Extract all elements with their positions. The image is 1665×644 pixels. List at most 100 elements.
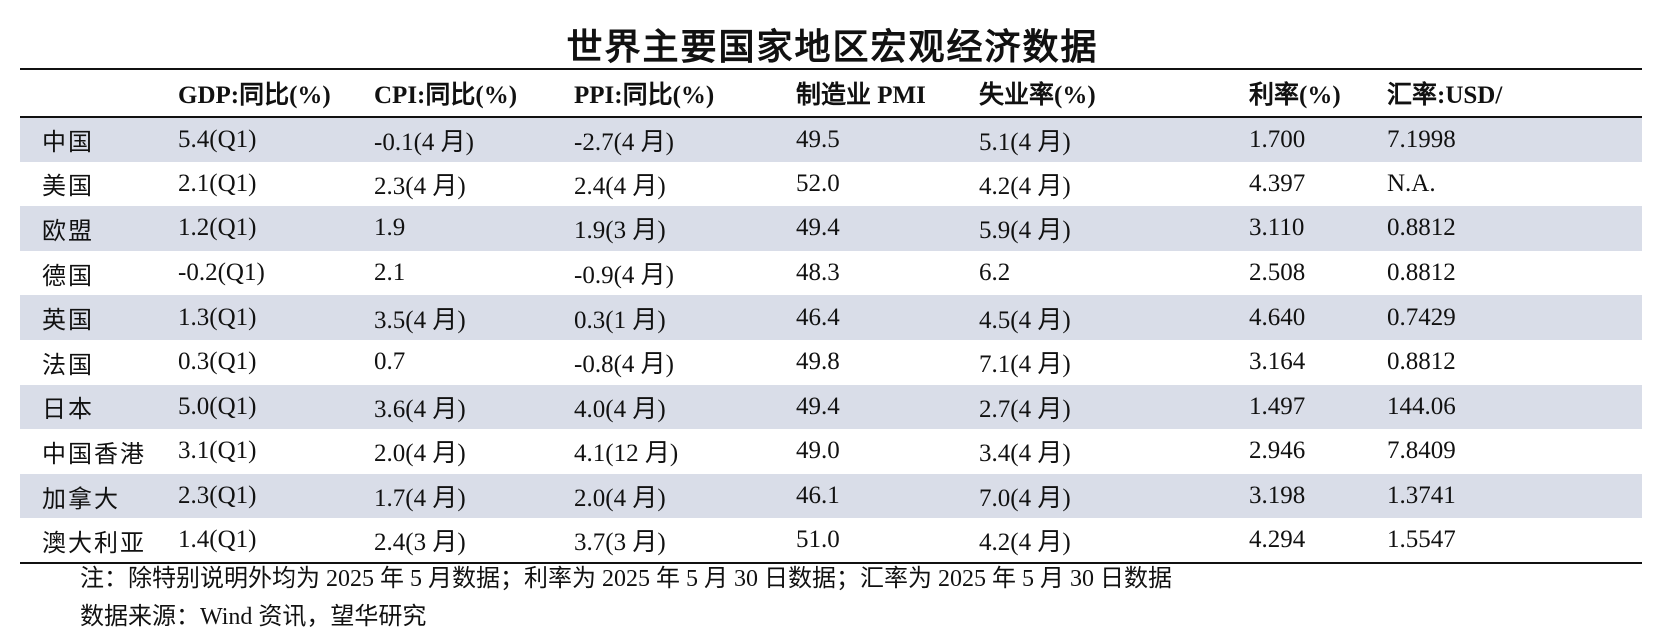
- header-cpi: CPI:同比(%): [374, 82, 518, 109]
- country-cell: 英国: [42, 306, 94, 335]
- exchange-rate-cell: 1.5547: [1387, 526, 1456, 554]
- ppi-cell: 4.1(12 月): [574, 440, 679, 468]
- unemployment-cell: 7.1(4 月): [979, 351, 1071, 379]
- header-unemployment: 失业率(%): [979, 82, 1096, 109]
- ppi-cell: -2.7(4 月): [574, 128, 674, 156]
- macro-data-table: GDP:同比(%) CPI:同比(%) PPI:同比(%) 制造业 PMI 失业…: [20, 68, 1642, 564]
- pmi-cell: 49.0: [796, 437, 840, 465]
- table-row: 加拿大 2.3(Q1) 1.7(4 月) 2.0(4 月) 46.1 7.0(4…: [20, 473, 1642, 519]
- pmi-cell: 48.3: [796, 259, 840, 287]
- header-ppi: PPI:同比(%): [574, 82, 715, 109]
- unemployment-cell: 3.4(4 月): [979, 440, 1071, 468]
- header-interest-rate: 利率(%): [1249, 82, 1341, 109]
- pmi-cell: 52.0: [796, 169, 840, 197]
- pmi-cell: 49.5: [796, 125, 840, 153]
- pmi-cell: 46.1: [796, 482, 840, 510]
- cpi-cell: 2.4(3 月): [374, 529, 466, 557]
- cpi-cell: 3.6(4 月): [374, 395, 466, 423]
- interest-rate-cell: 3.164: [1249, 348, 1306, 376]
- interest-rate-cell: 1.700: [1249, 125, 1306, 153]
- interest-rate-cell: 4.397: [1249, 169, 1306, 197]
- interest-rate-cell: 3.110: [1249, 214, 1305, 242]
- table-row: 欧盟 1.2(Q1) 1.9 1.9(3 月) 49.4 5.9(4 月) 3.…: [20, 206, 1642, 251]
- exchange-rate-cell: 144.06: [1387, 392, 1456, 420]
- ppi-cell: 3.7(3 月): [574, 529, 666, 557]
- table-row: 法国 0.3(Q1) 0.7 -0.8(4 月) 49.8 7.1(4 月) 3…: [20, 340, 1642, 385]
- header-gdp: GDP:同比(%): [178, 82, 331, 109]
- exchange-rate-cell: 0.8812: [1387, 214, 1456, 242]
- table-header-row: GDP:同比(%) CPI:同比(%) PPI:同比(%) 制造业 PMI 失业…: [20, 69, 1642, 117]
- country-cell: 德国: [42, 261, 94, 290]
- exchange-rate-cell: 1.3741: [1387, 482, 1456, 510]
- gdp-cell: 1.2(Q1): [178, 214, 257, 242]
- gdp-cell: 5.4(Q1): [178, 125, 257, 153]
- cpi-cell: -0.1(4 月): [374, 128, 474, 156]
- unemployment-cell: 5.1(4 月): [979, 128, 1071, 156]
- pmi-cell: 49.4: [796, 392, 840, 420]
- ppi-cell: 1.9(3 月): [574, 217, 666, 245]
- unemployment-cell: 7.0(4 月): [979, 485, 1071, 513]
- pmi-cell: 49.8: [796, 348, 840, 376]
- interest-rate-cell: 2.508: [1249, 259, 1306, 287]
- exchange-rate-cell: 7.8409: [1387, 437, 1456, 465]
- cpi-cell: 1.7(4 月): [374, 485, 466, 513]
- pmi-cell: 46.4: [796, 303, 840, 331]
- cpi-cell: 0.7: [374, 348, 406, 376]
- gdp-cell: 2.1(Q1): [178, 169, 257, 197]
- unemployment-cell: 2.7(4 月): [979, 395, 1071, 423]
- gdp-cell: 1.4(Q1): [178, 526, 257, 554]
- table-row: 中国 5.4(Q1) -0.1(4 月) -2.7(4 月) 49.5 5.1(…: [20, 117, 1642, 162]
- header-exchange-rate: 汇率:USD/: [1387, 82, 1503, 109]
- table-row: 德国 -0.2(Q1) 2.1 -0.9(4 月) 48.3 6.2 2.508…: [20, 251, 1642, 296]
- macro-data-table-container: GDP:同比(%) CPI:同比(%) PPI:同比(%) 制造业 PMI 失业…: [20, 68, 1642, 564]
- ppi-cell: -0.8(4 月): [574, 351, 674, 379]
- country-cell: 加拿大: [42, 484, 120, 513]
- note-line: 注：除特别说明外均为 2025 年 5 月数据；利率为 2025 年 5 月 3…: [80, 566, 1172, 592]
- ppi-cell: -0.9(4 月): [574, 262, 674, 290]
- table-row: 澳大利亚 1.4(Q1) 2.4(3 月) 3.7(3 月) 51.0 4.2(…: [20, 518, 1642, 563]
- cpi-cell: 2.0(4 月): [374, 440, 466, 468]
- cpi-cell: 2.3(4 月): [374, 172, 466, 200]
- interest-rate-cell: 2.946: [1249, 437, 1306, 465]
- table-row: 英国 1.3(Q1) 3.5(4 月) 0.3(1 月) 46.4 4.5(4 …: [20, 295, 1642, 340]
- interest-rate-cell: 1.497: [1249, 392, 1306, 420]
- ppi-cell: 2.0(4 月): [574, 485, 666, 513]
- interest-rate-cell: 4.294: [1249, 526, 1306, 554]
- cpi-cell: 3.5(4 月): [374, 306, 466, 334]
- source-line: 数据来源：Wind 资讯，望华研究: [80, 604, 427, 630]
- exchange-rate-cell: N.A.: [1387, 169, 1436, 197]
- ppi-cell: 4.0(4 月): [574, 395, 666, 423]
- country-cell: 欧盟: [42, 216, 94, 245]
- country-cell: 日本: [42, 395, 94, 424]
- exchange-rate-cell: 0.8812: [1387, 259, 1456, 287]
- interest-rate-cell: 4.640: [1249, 303, 1306, 331]
- header-country: [20, 69, 178, 117]
- interest-rate-cell: 3.198: [1249, 482, 1306, 510]
- gdp-cell: 3.1(Q1): [178, 437, 257, 465]
- cpi-cell: 2.1: [374, 259, 406, 287]
- country-cell: 中国: [42, 128, 94, 157]
- footnotes: 注：除特别说明外均为 2025 年 5 月数据；利率为 2025 年 5 月 3…: [80, 560, 1172, 636]
- table-row: 美国 2.1(Q1) 2.3(4 月) 2.4(4 月) 52.0 4.2(4 …: [20, 162, 1642, 207]
- ppi-cell: 0.3(1 月): [574, 306, 666, 334]
- unemployment-cell: 4.5(4 月): [979, 306, 1071, 334]
- header-pmi: 制造业 PMI: [796, 82, 926, 109]
- table-row: 日本 5.0(Q1) 3.6(4 月) 4.0(4 月) 49.4 2.7(4 …: [20, 384, 1642, 430]
- country-cell: 法国: [42, 350, 94, 379]
- country-cell: 美国: [42, 172, 94, 201]
- table-row: 中国香港 3.1(Q1) 2.0(4 月) 4.1(12 月) 49.0 3.4…: [20, 429, 1642, 474]
- unemployment-cell: 5.9(4 月): [979, 217, 1071, 245]
- gdp-cell: 1.3(Q1): [178, 303, 257, 331]
- unemployment-cell: 4.2(4 月): [979, 172, 1071, 200]
- gdp-cell: -0.2(Q1): [178, 259, 265, 287]
- page-title: 世界主要国家地区宏观经济数据: [566, 26, 1099, 68]
- unemployment-cell: 4.2(4 月): [979, 529, 1071, 557]
- exchange-rate-cell: 0.7429: [1387, 303, 1456, 331]
- gdp-cell: 2.3(Q1): [178, 482, 257, 510]
- cpi-cell: 1.9: [374, 214, 406, 242]
- exchange-rate-cell: 7.1998: [1387, 125, 1456, 153]
- gdp-cell: 5.0(Q1): [178, 392, 257, 420]
- country-cell: 中国香港: [42, 439, 146, 468]
- country-cell: 澳大利亚: [42, 528, 146, 557]
- pmi-cell: 49.4: [796, 214, 840, 242]
